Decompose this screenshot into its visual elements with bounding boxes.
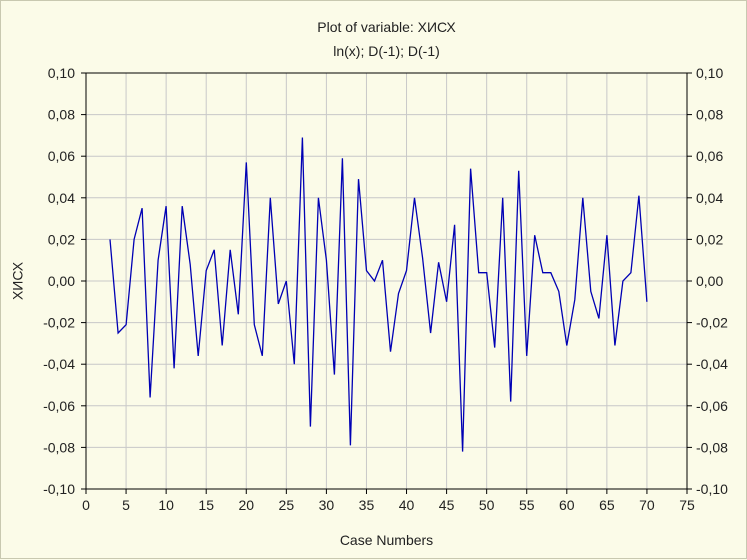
y-tick-label-left: 0,02 [48,231,75,247]
x-tick-label: 40 [399,497,415,513]
x-tick-label: 30 [319,497,335,513]
y-tick-label-right: 0,06 [696,148,723,164]
y-tick-label-right: -0,08 [696,439,728,455]
y-tick-label-left: 0,04 [48,190,75,206]
y-tick-label-left: 0,06 [48,148,75,164]
x-tick-label: 5 [122,497,130,513]
y-tick-label-left: -0,04 [43,356,75,372]
y-tick-label-left: 0,10 [48,65,75,81]
y-tick-label-right: -0,02 [696,315,728,331]
x-tick-label: 65 [599,497,615,513]
y-tick-label-right: 0,08 [696,107,723,123]
series-line [109,137,648,452]
x-axis-label: Case Numbers [340,532,433,548]
y-tick-label-right: 0,00 [696,273,723,289]
x-tick-label: 35 [359,497,375,513]
y-tick-label-right: -0,06 [696,398,728,414]
chart-title: Plot of variable: ХИСХ [317,19,456,35]
y-tick-label-right: 0,10 [696,65,723,81]
x-tick-label: 50 [479,497,495,513]
x-tick-label: 25 [279,497,295,513]
y-tick-label-left: 0,08 [48,107,75,123]
y-tick-label-left: -0,10 [43,481,75,497]
x-tick-label: 15 [198,497,214,513]
y-tick-label-right: -0,10 [696,481,728,497]
x-tick-label: 20 [238,497,254,513]
x-tick-label: 10 [158,497,174,513]
y-tick-label-right: -0,04 [696,356,728,372]
x-tick-label: 70 [639,497,655,513]
x-tick-label: 45 [439,497,455,513]
tick-labels: 0 5 10 15 20 25 30 35 40 45 50 55 60 65 70 75-0,10 -0,10… [43,65,728,513]
y-axis-label: ХИСХ [10,261,26,300]
y-tick-label-left: -0,06 [43,398,75,414]
x-tick-label: 60 [559,497,575,513]
grid [86,73,687,489]
y-tick-label-right: 0,04 [696,190,723,206]
tick-marks [81,72,692,494]
y-tick-label-left: 0,00 [48,273,75,289]
x-tick-label: 0 [82,497,90,513]
y-tick-label-left: -0,08 [43,439,75,455]
y-tick-label-right: 0,02 [696,231,723,247]
y-tick-label-left: -0,02 [43,315,75,331]
x-tick-label: 75 [679,497,695,513]
x-tick-label: 55 [519,497,535,513]
chart-subtitle: ln(x); D(-1); D(-1) [333,43,440,59]
